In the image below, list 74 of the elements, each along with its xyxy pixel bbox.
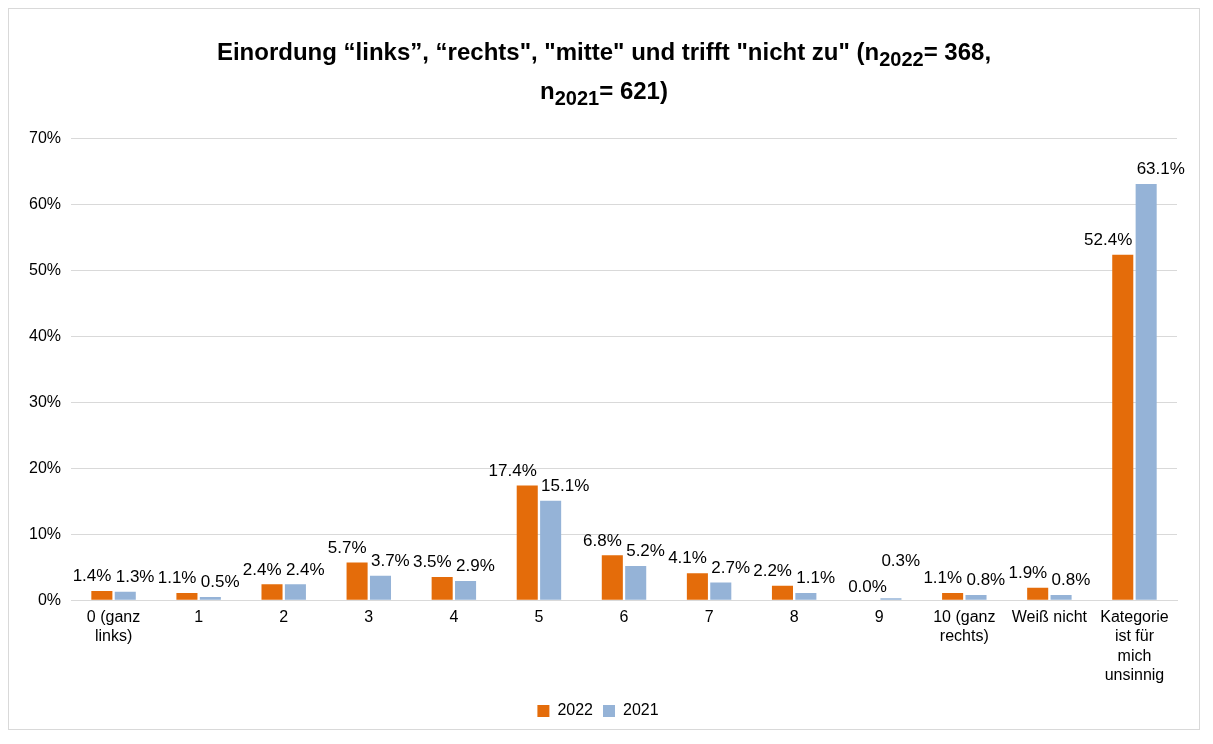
bar — [1027, 587, 1049, 600]
data-label: 1.3% — [115, 566, 155, 586]
bar — [91, 590, 113, 600]
data-label: 52.4% — [1084, 229, 1133, 249]
data-label: 0.0% — [848, 576, 887, 596]
bar — [1112, 254, 1134, 600]
bar — [942, 592, 964, 600]
data-label: 1.9% — [1008, 562, 1048, 582]
bar — [965, 594, 987, 600]
x-tick-label: 9 — [874, 607, 884, 625]
legend-label: 2022 — [557, 701, 594, 718]
y-tick-label: 20% — [28, 458, 62, 476]
bar — [1135, 183, 1157, 600]
data-label: 5.2% — [626, 540, 665, 560]
y-tick-label: 70% — [28, 128, 62, 146]
data-label: 15.1% — [541, 475, 590, 495]
y-tick-label: 0% — [37, 590, 62, 608]
y-tick-label: 30% — [28, 392, 62, 410]
data-label: 3.7% — [370, 550, 410, 570]
x-tick-label: Weiß nicht — [1011, 607, 1088, 625]
data-label: 2.4% — [285, 559, 325, 579]
x-tick-label: 3 — [364, 607, 374, 625]
data-label: 2.2% — [753, 560, 792, 580]
data-label: 2.9% — [456, 555, 495, 575]
bar — [771, 585, 793, 600]
bar — [710, 581, 732, 600]
bar — [540, 500, 562, 600]
bar — [369, 575, 392, 600]
data-label: 63.1% — [1136, 158, 1185, 178]
bar — [176, 592, 198, 600]
data-label: 1.4% — [72, 565, 112, 585]
data-label: 5.7% — [327, 537, 367, 557]
x-tick-label: 10 (ganz rechts) — [933, 607, 996, 644]
bar — [625, 565, 647, 600]
bar — [431, 576, 453, 600]
data-label: 4.1% — [668, 547, 707, 567]
data-label: 2.4% — [242, 559, 282, 579]
y-tick-label: 50% — [28, 260, 62, 278]
bar — [114, 591, 136, 600]
bar — [261, 583, 283, 600]
x-tick-label: 4 — [449, 607, 459, 625]
data-label: 6.8% — [583, 530, 622, 550]
bar — [284, 583, 306, 600]
data-label: 1.1% — [157, 567, 197, 587]
y-tick-label: 40% — [28, 326, 62, 344]
bar — [1050, 594, 1072, 600]
x-tick-label: 2 — [279, 607, 289, 625]
bar — [346, 562, 368, 600]
x-tick-label: 1 — [194, 607, 204, 625]
x-tick-label: 8 — [789, 607, 799, 625]
bar — [601, 554, 623, 600]
data-label: 0.5% — [200, 571, 240, 591]
data-label: 1.1% — [796, 567, 836, 587]
data-label: 0.8% — [966, 569, 1006, 589]
chart-title: Einordung “links”, “rechts", "mitte" und trifft "nicht zu" (n$_{2022}$= 368, n$_{2021}$= 621) — [216, 38, 992, 109]
data-label: 17.4% — [488, 460, 537, 480]
x-tick-label: 0 (ganz links) — [86, 607, 141, 644]
bar — [795, 592, 817, 600]
x-tick-label: 7 — [704, 607, 714, 625]
data-label: 1.1% — [923, 567, 963, 587]
x-tick-label: 5 — [534, 607, 544, 625]
bar — [199, 596, 221, 600]
data-label: 0.8% — [1051, 569, 1091, 589]
bar — [455, 580, 477, 600]
bar — [686, 572, 708, 600]
data-label: 2.7% — [711, 557, 751, 577]
bar — [516, 485, 538, 600]
y-tick-label: 10% — [28, 524, 62, 542]
x-tick-label: Kategorie ist für mich unsinnig — [1100, 607, 1169, 683]
y-tick-label: 60% — [28, 194, 62, 212]
data-label: 0.3% — [881, 551, 921, 570]
data-label: 3.5% — [412, 551, 452, 571]
x-tick-label: 6 — [619, 607, 629, 625]
legend-label: 2021 — [623, 701, 659, 718]
